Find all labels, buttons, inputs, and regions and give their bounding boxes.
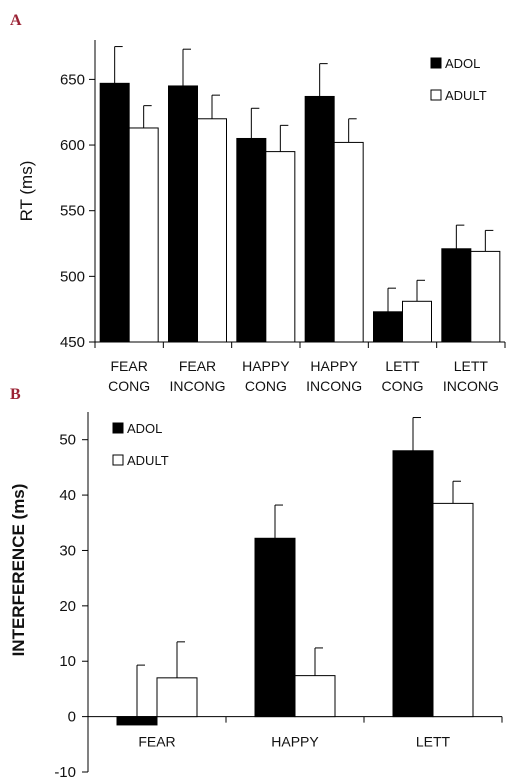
legend-swatch (112, 454, 124, 466)
bar-adol (304, 95, 335, 343)
x-tick-label: LETT (416, 734, 451, 750)
legend-label: ADOL (127, 421, 162, 436)
x-tick-label: FEAR (138, 734, 175, 750)
bar-adol (168, 85, 198, 343)
legend-label: ADOL (445, 56, 480, 71)
legend-swatch (430, 89, 442, 101)
bar-adult (156, 677, 198, 718)
bar-adol (254, 537, 296, 718)
x-tick-label: INCONG (443, 378, 499, 394)
x-tick-label: INCONG (170, 378, 226, 394)
y-tick-label: 550 (60, 203, 85, 220)
x-tick-label: HAPPY (310, 358, 358, 374)
bar-adult (432, 502, 474, 718)
panel-label-a: A (10, 12, 22, 29)
x-tick-label: FEAR (179, 358, 216, 374)
bar-adult (333, 141, 364, 343)
x-tick-label: CONG (108, 378, 150, 394)
chart-a: 450 500 550 600 650 FEAR CONG FEAR INCONG HAPPY CO… (17, 40, 506, 394)
legend-swatch (112, 422, 124, 434)
bar-adult (294, 675, 336, 718)
x-tick-label: HAPPY (242, 358, 290, 374)
x-tick-label: LETT (385, 358, 420, 374)
bar-adol (392, 450, 434, 718)
legend-label: ADULT (445, 88, 487, 103)
y-tick-label: 10 (59, 653, 76, 670)
y-tick-label: 0 (68, 709, 76, 726)
bar-adol (373, 311, 403, 343)
bar-adult (128, 127, 159, 343)
bar-adol (116, 716, 158, 726)
chart-b: -10 0 10 20 30 40 50 FEAR HAPPY LETT INTERFERENCE … (9, 412, 503, 781)
y-axis-label: RT (ms) (17, 161, 36, 222)
y-axis-label: INTERFERENCE (ms) (9, 484, 28, 657)
y-tick-label: 30 (59, 542, 76, 559)
x-tick-label: FEAR (110, 358, 147, 374)
y-tick-label: 600 (60, 137, 85, 154)
panel-label-b: B (10, 386, 21, 403)
x-tick-label: HAPPY (271, 734, 319, 750)
y-tick-label: -10 (54, 764, 76, 781)
bar-adult (197, 118, 227, 343)
x-tick-label: INCONG (306, 378, 362, 394)
y-tick-label: 40 (59, 487, 76, 504)
bar-adult (470, 250, 501, 343)
legend-label: ADULT (127, 453, 169, 468)
y-tick-label: 450 (60, 334, 85, 351)
y-tick-label: 500 (60, 268, 85, 285)
x-tick-label: CONG (382, 378, 424, 394)
bar-adult (402, 300, 432, 343)
y-tick-label: 650 (60, 71, 85, 88)
bar-adol (236, 137, 267, 343)
y-tick-label: 50 (59, 432, 76, 449)
y-tick-label: 20 (59, 598, 76, 615)
bar-adol (441, 248, 472, 343)
bar-adol (99, 82, 130, 343)
bar-adult (265, 151, 296, 343)
x-tick-label: CONG (245, 378, 287, 394)
legend-swatch (430, 57, 442, 69)
x-tick-label: LETT (454, 358, 489, 374)
